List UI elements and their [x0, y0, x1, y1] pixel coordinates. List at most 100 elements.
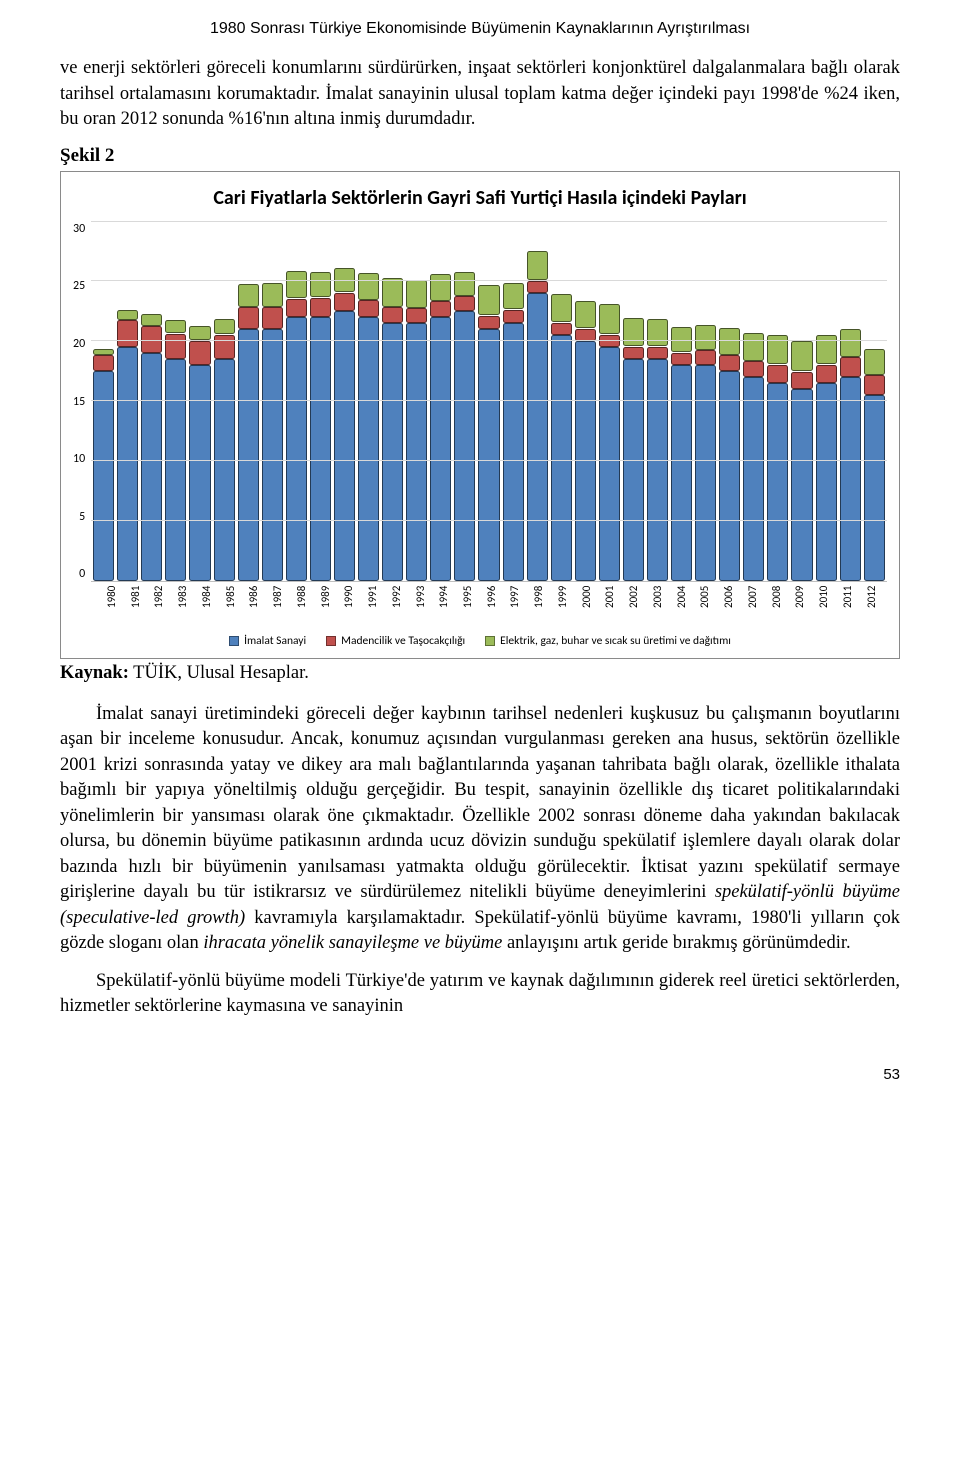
legend-swatch	[229, 636, 239, 646]
bar-segment-elektrik	[478, 285, 499, 315]
bar-segment-imalat	[671, 365, 692, 580]
legend-item: İmalat Sanayi	[229, 634, 306, 648]
bar-segment-elektrik	[743, 333, 764, 361]
bar-segment-imalat	[623, 359, 644, 580]
bar-segment-elektrik	[623, 318, 644, 347]
paragraph-1: ve enerji sektörleri göreceli konumların…	[60, 56, 900, 133]
x-tick: 1980	[105, 586, 126, 622]
x-tick: 1992	[390, 586, 411, 622]
x-tick: 2006	[722, 586, 743, 622]
bar-segment-madencilik	[454, 296, 475, 310]
y-tick: 25	[73, 279, 85, 293]
gridline	[91, 520, 887, 521]
x-tick: 1998	[532, 586, 553, 622]
x-tick: 2000	[580, 586, 601, 622]
bar-segment-madencilik	[816, 365, 837, 383]
bar-segment-imalat	[551, 335, 572, 580]
bar-segment-imalat	[695, 365, 716, 580]
page-number: 53	[60, 1066, 900, 1083]
bar-segment-madencilik	[430, 301, 451, 317]
x-tick: 1989	[319, 586, 340, 622]
x-tick: 1984	[200, 586, 221, 622]
bar-group	[93, 222, 114, 581]
bar-segment-imalat	[478, 329, 499, 580]
bar-segment-imalat	[816, 383, 837, 580]
x-tick: 1994	[437, 586, 458, 622]
chart-legend: İmalat Sanayi Madencilik ve Taşocakçılığı…	[73, 634, 887, 648]
bar-segment-madencilik	[406, 308, 427, 322]
bar-segment-elektrik	[406, 280, 427, 308]
bar-segment-madencilik	[214, 335, 235, 359]
bar-group	[430, 222, 451, 581]
bar-segment-madencilik	[286, 299, 307, 317]
bar-segment-madencilik	[575, 329, 596, 341]
y-tick: 10	[73, 452, 85, 466]
bar-segment-imalat	[719, 371, 740, 580]
bar-group	[262, 222, 283, 581]
bar-group	[671, 222, 692, 581]
x-tick: 1999	[556, 586, 577, 622]
paragraph-3: Spekülatif-yönlü büyüme modeli Türkiye'd…	[60, 969, 900, 1020]
x-tick: 2009	[793, 586, 814, 622]
x-axis: 1980198119821983198419851986198719881989…	[103, 586, 887, 622]
bar-group	[527, 222, 548, 581]
bar-segment-elektrik	[864, 349, 885, 375]
bar-group	[334, 222, 355, 581]
bar-group	[695, 222, 716, 581]
bar-group	[551, 222, 572, 581]
x-tick: 2011	[841, 586, 862, 622]
x-tick: 1983	[176, 586, 197, 622]
source-label: Kaynak:	[60, 663, 129, 683]
bar-group	[141, 222, 162, 581]
bar-segment-madencilik	[334, 293, 355, 311]
x-tick: 1997	[508, 586, 529, 622]
bar-segment-madencilik	[382, 307, 403, 323]
bar-segment-imalat	[165, 359, 186, 580]
gridline	[91, 340, 887, 341]
x-tick: 1985	[224, 586, 245, 622]
source-text: TÜİK, Ulusal Hesaplar.	[129, 663, 309, 683]
bar-group	[238, 222, 259, 581]
x-tick: 2012	[865, 586, 886, 622]
bar-segment-elektrik	[358, 273, 379, 299]
bar-segment-elektrik	[189, 326, 210, 340]
bar-segment-madencilik	[791, 372, 812, 389]
bar-segment-imalat	[262, 329, 283, 580]
bar-segment-madencilik	[671, 353, 692, 365]
bar-group	[503, 222, 524, 581]
bar-segment-elektrik	[238, 284, 259, 307]
bar-segment-elektrik	[719, 328, 740, 354]
gridline	[91, 400, 887, 401]
legend-swatch	[485, 636, 495, 646]
bar-segment-imalat	[454, 311, 475, 580]
gridline	[91, 280, 887, 281]
chart-plot: 302520151050	[73, 222, 887, 582]
bar-segment-elektrik	[214, 319, 235, 335]
bar-segment-madencilik	[743, 361, 764, 377]
bar-segment-elektrik	[454, 272, 475, 296]
bar-segment-imalat	[382, 323, 403, 580]
bar-segment-madencilik	[93, 355, 114, 371]
bar-group	[454, 222, 475, 581]
bar-segment-imalat	[743, 377, 764, 580]
bar-segment-madencilik	[189, 341, 210, 365]
bar-segment-madencilik	[864, 375, 885, 394]
running-header: 1980 Sonrası Türkiye Ekonomisinde Büyüme…	[60, 20, 900, 38]
legend-item: Madencilik ve Taşocakçılığı	[326, 634, 465, 648]
bar-segment-elektrik	[165, 320, 186, 333]
x-tick: 1991	[366, 586, 387, 622]
bar-group	[575, 222, 596, 581]
x-tick: 2007	[746, 586, 767, 622]
bar-segment-madencilik	[647, 347, 668, 359]
bar-segment-elektrik	[695, 325, 716, 350]
x-tick: 1986	[247, 586, 268, 622]
bar-group	[623, 222, 644, 581]
para2-italic-2: ihracata yönelik sanayileşme ve büyüme	[203, 933, 502, 953]
figure-label: Şekil 2	[60, 145, 900, 167]
bar-segment-imalat	[406, 323, 427, 580]
x-tick: 2004	[675, 586, 696, 622]
bar-segment-imalat	[189, 365, 210, 580]
y-tick: 15	[73, 395, 85, 409]
bar-segment-elektrik	[93, 349, 114, 355]
x-tick: 2003	[651, 586, 672, 622]
